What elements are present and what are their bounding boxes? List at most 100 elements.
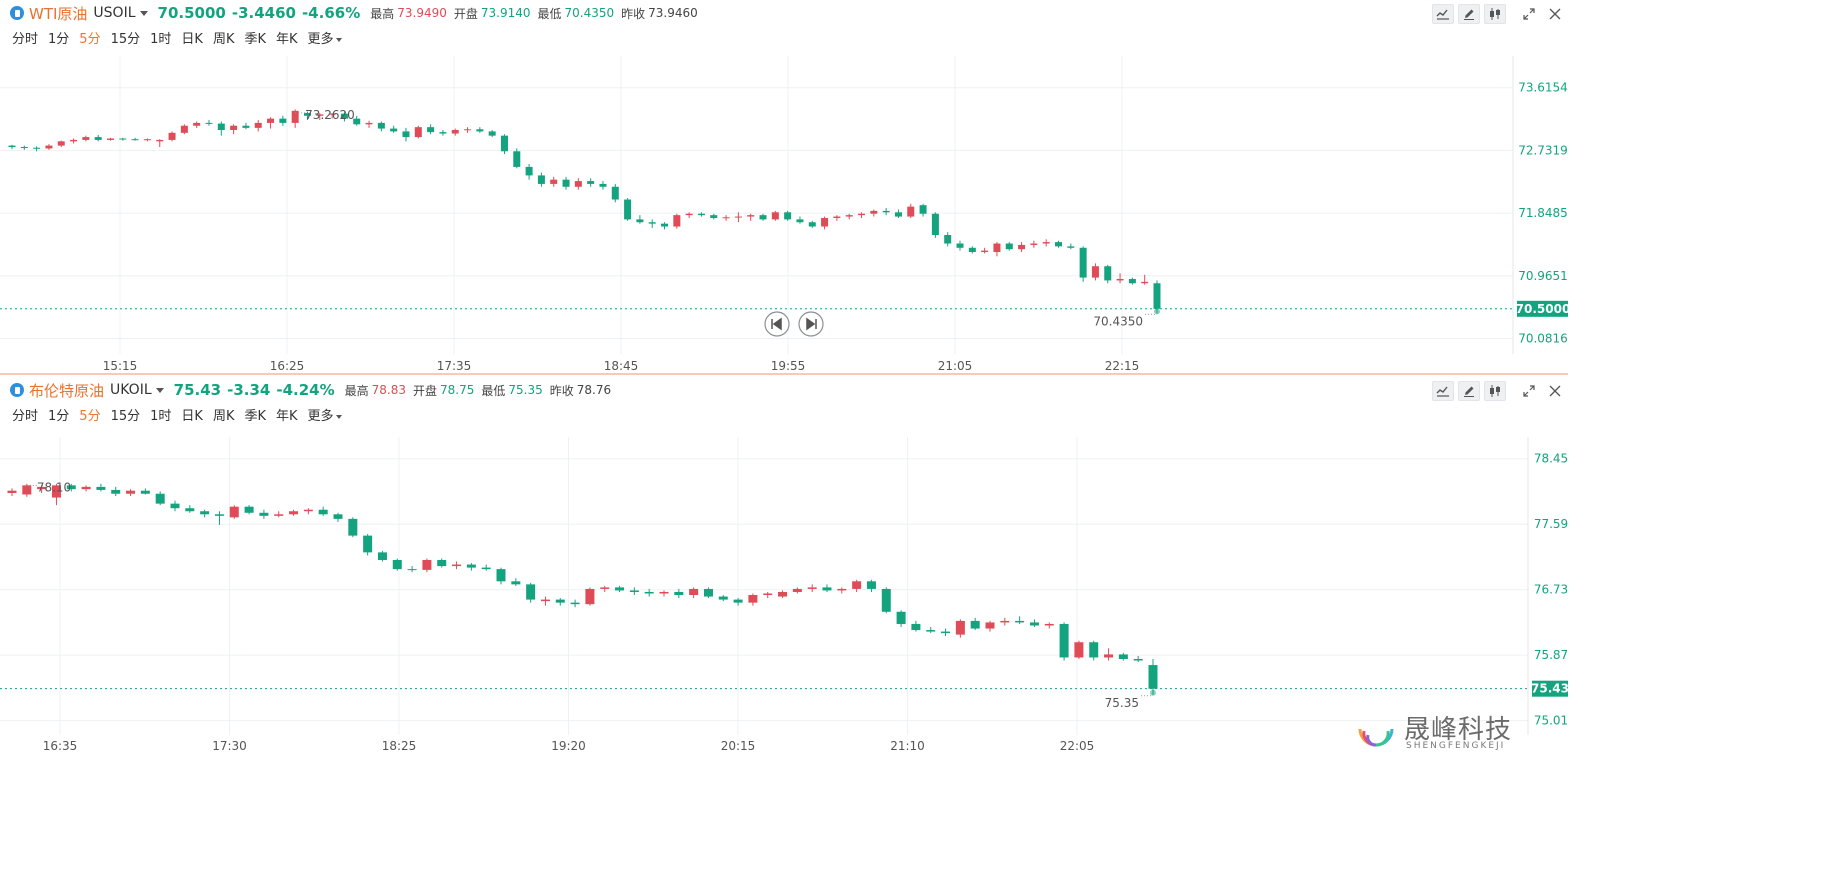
panel-divider[interactable] [0,373,1568,375]
candle [674,591,684,596]
fast-forward-icon [806,317,817,331]
rewind-button[interactable] [764,311,790,337]
candle [600,587,610,589]
candle [624,199,632,220]
candle [377,122,385,129]
tab-timeframe-15m[interactable]: 15分 [110,32,141,47]
candle [822,587,832,591]
tab-timeframe-week[interactable]: 周K [212,409,235,424]
pencil-button[interactable] [1458,381,1480,401]
tab-timeframe-1h[interactable]: 1时 [150,32,172,47]
close-button[interactable] [1544,381,1566,401]
tab-timeframe-fenshi[interactable]: 分时 [12,409,39,424]
candle [289,511,299,515]
candle [763,593,773,596]
high-annotation: 73.2620 [305,108,355,122]
expand-button[interactable] [1518,381,1540,401]
symbol-name[interactable]: WTI原油 [29,4,88,23]
tab-timeframe-1m[interactable]: 1分 [48,409,70,424]
close-icon [1549,8,1561,20]
x-tick-label: 17:35 [437,359,472,373]
price-change: -3.4460 [231,4,296,22]
candle [37,486,47,490]
high-annotation: 78.10 [37,480,71,494]
candle [66,485,76,490]
candle [155,493,165,504]
symbol-name[interactable]: 布伦特原油 [29,381,105,400]
candle [126,490,136,494]
candle [525,166,533,176]
symbol-code[interactable]: USOIL [93,5,136,21]
symbol-dropdown-icon[interactable] [155,387,164,393]
candle [437,559,447,567]
candle [214,514,224,516]
candle [907,206,915,217]
chart-toolbar [1428,381,1566,401]
candle [970,620,980,629]
more-timeframes-button[interactable]: 更多 [308,405,342,424]
candle [392,559,402,570]
timeframe-bar: 分时 1分 5分 15分 1时 日K 周K 季K 年K 更多 [12,28,352,47]
tab-timeframe-day[interactable]: 日K [181,32,203,47]
tab-timeframe-1m[interactable]: 1分 [48,32,70,47]
line-draw-button[interactable] [1432,4,1454,24]
x-tick-label: 21:05 [938,359,973,373]
candlestick-type-button[interactable] [1484,381,1506,401]
tab-timeframe-fenshi[interactable]: 分时 [12,32,39,47]
candle [303,112,311,116]
candle [697,213,705,216]
candle [488,131,496,136]
y-tick-label: 75.87 [1534,648,1568,662]
candle [911,623,921,631]
close-button[interactable] [1544,4,1566,24]
candle [1018,244,1026,250]
candle [629,590,639,592]
wti-candlestick-chart[interactable]: 73.6154 72.7319 71.8485 70.9651 70.0816 15:15… [0,0,1568,374]
last-price-pulse [1150,689,1156,696]
candle [821,217,829,227]
y-tick-label: 70.0816 [1518,332,1568,346]
tab-timeframe-5m[interactable]: 5分 [79,409,101,424]
candlestick-type-button[interactable] [1484,4,1506,24]
candle [733,599,743,603]
candle [464,129,472,131]
candle [33,147,41,149]
candle [156,139,164,142]
x-tick-label: 17:30 [212,739,247,753]
low-annotation: 75.35 [1105,696,1139,710]
candle [242,125,250,128]
chevron-down-icon [335,37,342,42]
pencil-button[interactable] [1458,4,1480,24]
candle [1067,246,1075,248]
tab-timeframe-week[interactable]: 周K [212,32,235,47]
line-draw-button[interactable] [1432,381,1454,401]
candle [673,215,681,227]
candle [51,485,61,498]
candle [8,145,16,148]
ukoil-quote-header: 布伦特原油 UKOIL 75.43 -3.34 -4.24% 最高 78.83 … [10,380,611,400]
watermark-logo-icon [1358,728,1394,747]
tab-timeframe-1h[interactable]: 1时 [150,409,172,424]
symbol-code[interactable]: UKOIL [110,382,152,398]
pencil-icon [1464,9,1474,20]
ukoil-candlestick-chart[interactable]: 78.45 77.59 76.73 75.87 75.01 16:35 17:30 18:25… [0,377,1568,755]
candle [689,588,699,596]
tab-timeframe-day[interactable]: 日K [181,409,203,424]
fast-forward-button[interactable] [798,311,824,337]
tab-timeframe-year[interactable]: 年K [276,32,298,47]
candle [414,127,422,138]
symbol-dropdown-icon[interactable] [139,10,148,16]
candle [200,511,210,515]
tab-timeframe-15m[interactable]: 15分 [110,409,141,424]
tab-timeframe-year[interactable]: 年K [276,409,298,424]
price-change-pct: -4.66% [301,4,361,22]
expand-button[interactable] [1518,4,1540,24]
tab-timeframe-5m[interactable]: 5分 [79,32,101,47]
candle [363,535,373,553]
tab-timeframe-quarter[interactable]: 季K [244,32,266,47]
more-timeframes-button[interactable]: 更多 [308,28,342,47]
candle [537,175,545,184]
candle [1141,281,1149,284]
tab-timeframe-quarter[interactable]: 季K [244,409,266,424]
candle [562,179,570,187]
